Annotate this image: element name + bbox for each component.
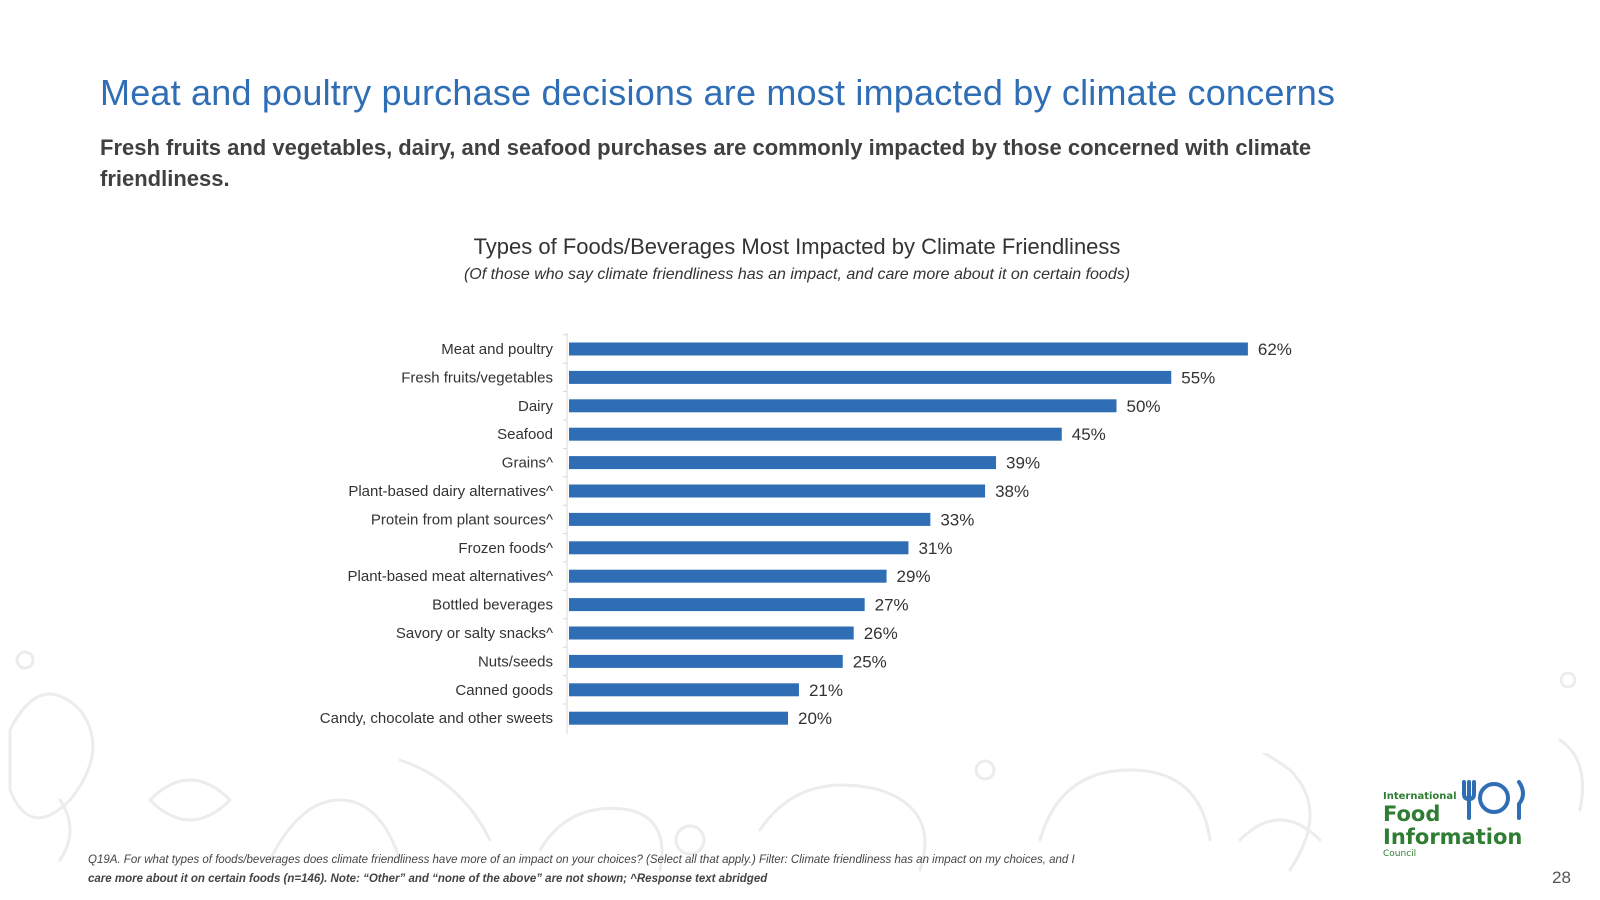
category-label: Grains^: [502, 455, 553, 472]
bar: [569, 598, 865, 612]
chart-title: Types of Foods/Beverages Most Impacted b…: [473, 234, 1121, 259]
logo-line-international: International: [1383, 791, 1457, 802]
bar: [569, 626, 854, 640]
logo-line-council: Council: [1383, 849, 1417, 859]
footnote: Q19A. For what types of foods/beverages …: [88, 851, 1348, 889]
page-title: Meat and poultry purchase decisions are …: [100, 72, 1336, 113]
bar: [569, 342, 1248, 356]
category-label: Dairy: [518, 398, 554, 415]
data-label: 33%: [940, 510, 974, 529]
category-label: Protein from plant sources^: [371, 511, 553, 528]
plate-fork-knife-icon: [1462, 780, 1525, 820]
ific-logo: International Food Information Council: [1383, 778, 1553, 873]
category-label: Seafood: [497, 426, 553, 443]
logo-line-food: Food: [1383, 802, 1441, 826]
data-label: 62%: [1258, 340, 1292, 359]
data-label: 21%: [809, 681, 843, 700]
category-label: Candy, chocolate and other sweets: [320, 710, 553, 727]
page-number: 28: [1552, 868, 1571, 887]
data-label: 31%: [918, 539, 952, 558]
data-label: 27%: [875, 596, 909, 615]
data-label: 50%: [1127, 397, 1161, 416]
bar: [569, 683, 799, 697]
bar: [569, 427, 1062, 441]
logo-line-information: Information: [1383, 825, 1523, 849]
bar: [569, 654, 843, 668]
bar: [569, 512, 931, 526]
category-label: Bottled beverages: [432, 597, 553, 614]
footnote-line-1: Q19A. For what types of foods/beverages …: [88, 854, 1075, 866]
category-label: Savory or salty snacks^: [396, 625, 553, 642]
category-label: Nuts/seeds: [478, 653, 553, 670]
chart-subtitle: (Of those who say climate friendliness h…: [463, 266, 1131, 283]
bar: [569, 370, 1172, 384]
bar: [569, 484, 986, 498]
category-label: Meat and poultry: [441, 341, 553, 358]
data-label: 39%: [1006, 454, 1040, 473]
bar: [569, 399, 1117, 413]
data-label: 29%: [897, 567, 931, 586]
data-label: 25%: [853, 652, 887, 671]
logo-text: International Food Information Council: [1383, 778, 1522, 859]
bar: [569, 569, 887, 583]
bar: [569, 541, 909, 555]
data-label: 26%: [864, 624, 898, 643]
footnote-line-2: care more about it on certain foods (n=1…: [88, 873, 768, 885]
category-label: Plant-based meat alternatives^: [348, 568, 553, 585]
category-label: Fresh fruits/vegetables: [401, 369, 553, 386]
data-label: 20%: [798, 709, 832, 728]
data-label: 55%: [1181, 368, 1215, 387]
data-label: 45%: [1072, 425, 1106, 444]
category-label: Canned goods: [455, 682, 553, 699]
bar: [569, 711, 788, 725]
page-subtitle: Fresh fruits and vegetables, dairy, and …: [100, 135, 1312, 191]
data-label: 38%: [995, 482, 1029, 501]
category-label: Plant-based dairy alternatives^: [348, 483, 553, 500]
bar-chart: Meat and poultry 62% Fresh fruits/vegetabl…: [320, 333, 1292, 735]
category-label: Frozen foods^: [458, 540, 553, 557]
bar: [569, 456, 997, 470]
